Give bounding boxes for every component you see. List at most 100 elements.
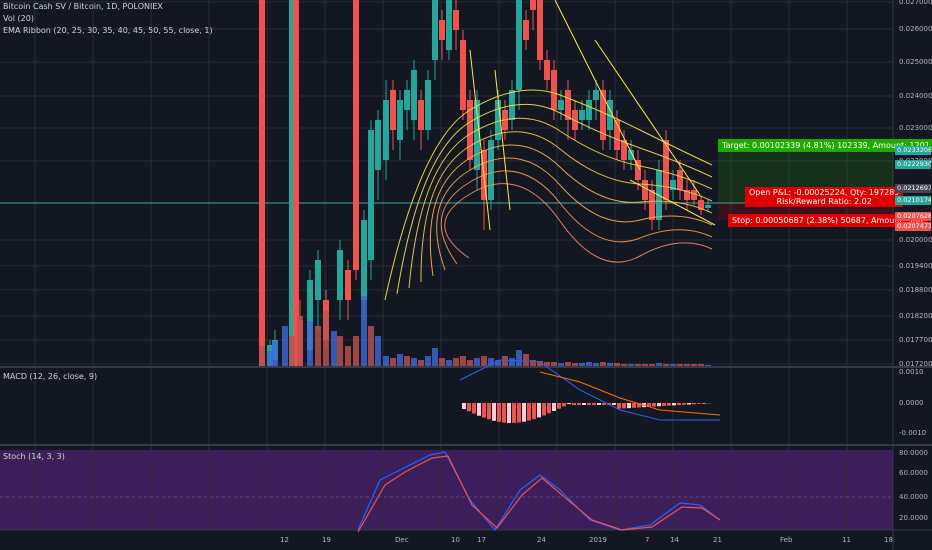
stop-box[interactable]: Stop: 0.00050687 (2.38%) 50687, Amount: … bbox=[728, 214, 927, 227]
volume-bar bbox=[663, 364, 669, 366]
volume-bar bbox=[502, 356, 508, 366]
volume-bar bbox=[337, 336, 343, 366]
volume-bar bbox=[368, 326, 374, 366]
symbol-title: Bitcoin Cash SV / Bitcoin, 1D, POLONIEX bbox=[3, 2, 163, 11]
macd-bar bbox=[572, 403, 576, 405]
ema-ribbon-line bbox=[420, 131, 713, 283]
ema-ribbon-line bbox=[396, 103, 713, 295]
macd-bar bbox=[507, 403, 511, 423]
date-axis-label: 2019 bbox=[589, 536, 607, 544]
macd-bar bbox=[682, 403, 686, 405]
candle-body bbox=[453, 10, 459, 30]
volume-bar bbox=[551, 362, 557, 366]
volume-bar bbox=[621, 364, 627, 366]
trend-line bbox=[494, 69, 511, 211]
volume-bar bbox=[282, 326, 288, 366]
macd-bar bbox=[462, 403, 466, 409]
open-pl-text: Open P&L: -0.00025224, Qty: 197289 bbox=[749, 188, 900, 197]
candle-body bbox=[628, 150, 634, 160]
volume-bar bbox=[481, 356, 487, 366]
volume-bar bbox=[670, 364, 676, 366]
volume-bar bbox=[698, 364, 704, 366]
macd-bar bbox=[492, 403, 496, 421]
volume-bar bbox=[593, 363, 599, 366]
macd-bar bbox=[532, 403, 536, 420]
volume-bar bbox=[705, 365, 711, 366]
macd-bar bbox=[677, 403, 681, 406]
candle-body bbox=[523, 20, 529, 40]
macd-bar bbox=[652, 403, 656, 407]
ema-ribbon-line bbox=[436, 157, 713, 271]
stoch-label[interactable]: Stoch (14, 3, 3) bbox=[3, 452, 65, 461]
macd-bar bbox=[557, 403, 561, 409]
open-pl-box[interactable]: Open P&L: -0.00025224, Qty: 197289 Risk/… bbox=[745, 187, 904, 207]
ema-ribbon-line bbox=[444, 183, 713, 263]
macd-bar bbox=[657, 403, 661, 407]
volume-bar bbox=[544, 362, 550, 366]
ema-ribbon-line bbox=[429, 144, 713, 277]
volume-bar bbox=[453, 358, 459, 366]
volume-bar bbox=[267, 351, 273, 366]
stoch-axis-label: 40.0000 bbox=[899, 493, 928, 501]
volume-bar bbox=[361, 296, 367, 366]
candle-body bbox=[565, 90, 571, 120]
price-tag: 0.02229309 bbox=[895, 160, 931, 169]
macd-bar bbox=[487, 403, 491, 420]
price-axis-label: 0.01820000 bbox=[899, 312, 932, 320]
candle-body bbox=[439, 20, 445, 40]
date-axis-label: 10 bbox=[451, 536, 460, 544]
volume-bar bbox=[509, 358, 515, 366]
volume-bar bbox=[439, 358, 445, 366]
candle-body bbox=[691, 190, 697, 200]
candle-body bbox=[544, 60, 550, 80]
price-axis-label: 0.02300000 bbox=[899, 124, 932, 132]
trend-line bbox=[594, 39, 701, 196]
macd-bar bbox=[567, 403, 571, 405]
candle-body bbox=[558, 100, 564, 110]
candle-body bbox=[600, 90, 606, 140]
volume-bar bbox=[628, 364, 634, 366]
volume-bar bbox=[495, 360, 501, 366]
signal-line bbox=[539, 371, 721, 416]
volume-bar bbox=[411, 358, 417, 366]
target-box[interactable]: Target: 0.00102339 (4.81%) 102339, Amoun… bbox=[718, 139, 932, 152]
candle-body bbox=[397, 100, 403, 140]
stoch-band bbox=[0, 450, 893, 530]
candle-body bbox=[537, 0, 543, 60]
macd-bar bbox=[562, 403, 566, 407]
date-axis-label: Feb bbox=[780, 536, 793, 544]
ema-ribbon-label[interactable]: EMA Ribbon (20, 25, 30, 35, 40, 45, 50, … bbox=[3, 26, 213, 35]
macd-label[interactable]: MACD (12, 26, close, 9) bbox=[3, 372, 98, 381]
volume-bar bbox=[315, 326, 321, 366]
candle-body bbox=[467, 100, 473, 160]
volume-bar bbox=[600, 362, 606, 366]
candle-body bbox=[684, 190, 690, 200]
macd-bar bbox=[692, 403, 696, 405]
macd-bar bbox=[502, 403, 506, 423]
volume-bar bbox=[390, 358, 396, 366]
candle-body bbox=[432, 0, 438, 60]
candle-body bbox=[495, 100, 501, 140]
date-axis-label: 7 bbox=[645, 536, 650, 544]
volume-bar bbox=[488, 358, 494, 366]
volume-bar bbox=[331, 331, 337, 366]
macd-line bbox=[459, 359, 720, 421]
candle-body bbox=[579, 110, 585, 120]
volume-bar bbox=[467, 360, 473, 366]
candle-body bbox=[593, 90, 599, 100]
volume-bar bbox=[635, 364, 641, 366]
price-axis-label: 0.02000000 bbox=[899, 236, 932, 244]
candle-body bbox=[474, 100, 480, 170]
macd-bar bbox=[672, 403, 676, 406]
volume-bar bbox=[516, 350, 522, 366]
macd-bar bbox=[687, 403, 691, 405]
trend-line bbox=[629, 179, 716, 226]
price-axis-label: 0.02400000 bbox=[899, 92, 932, 100]
volume-bar bbox=[345, 346, 351, 366]
candle-body bbox=[307, 280, 313, 350]
stoch-axis-label: 20.0000 bbox=[899, 514, 928, 522]
date-axis-label: 19 bbox=[322, 536, 331, 544]
date-axis-label: 18 bbox=[884, 536, 893, 544]
volume-indicator-label[interactable]: Vol (20) bbox=[3, 14, 34, 23]
